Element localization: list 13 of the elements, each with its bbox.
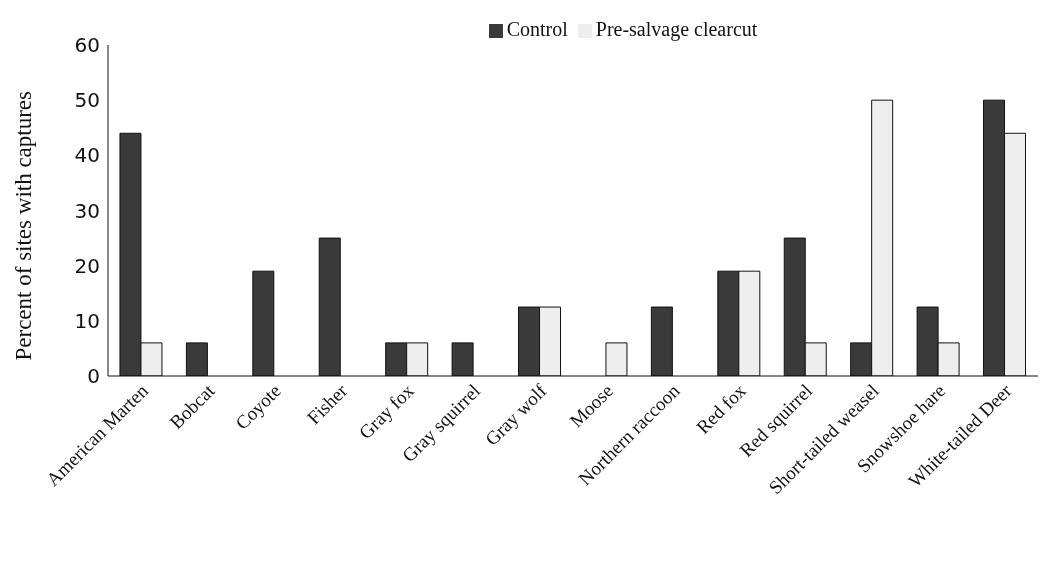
y-tick-label: 40 [74, 143, 100, 168]
y-tick-label: 20 [74, 253, 100, 278]
y-tick-label: 10 [74, 308, 100, 333]
y-tick-label: 0 [87, 364, 100, 389]
y-tick-label: 50 [74, 88, 100, 113]
y-tick-label: 60 [74, 33, 100, 58]
legend-label: Control [506, 18, 568, 40]
y-axis-title: Percent of sites with captures [11, 90, 37, 361]
y-tick-label: 30 [74, 198, 100, 223]
x-tick-label: Gray wolf [480, 379, 552, 450]
x-tick-label: Red fox [692, 379, 751, 438]
x-tick-label: Gray fox [354, 379, 419, 443]
legend-label: Pre-salvage clearcut [595, 18, 758, 40]
